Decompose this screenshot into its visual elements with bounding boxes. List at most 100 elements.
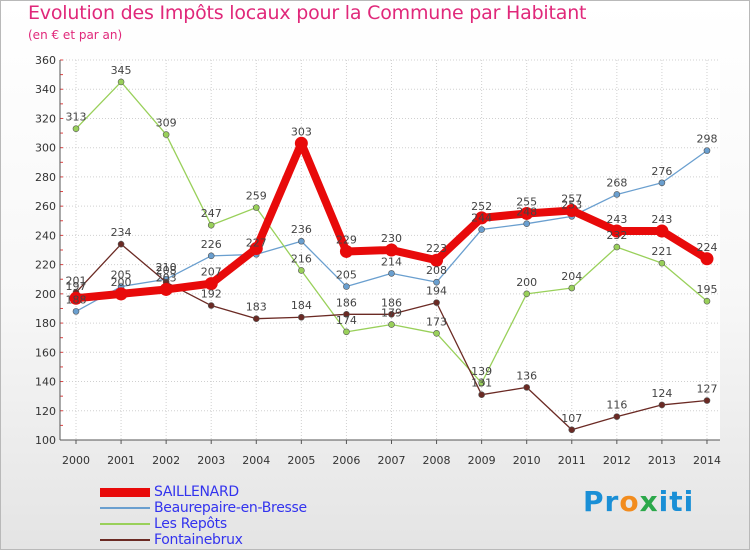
x-tick-label: 2002	[152, 454, 180, 467]
x-tick-label: 2012	[603, 454, 631, 467]
data-point	[478, 226, 485, 233]
data-label: 194	[426, 285, 447, 298]
data-label: 174	[336, 314, 357, 327]
data-label: 232	[606, 229, 627, 242]
proxiti-logo: Proxiti	[583, 485, 694, 518]
legend-label: Fontainebrux	[154, 532, 243, 548]
data-label: 139	[471, 365, 492, 378]
data-label: 223	[426, 242, 447, 255]
data-label: 116	[606, 399, 627, 412]
data-label: 192	[201, 288, 222, 301]
data-point	[658, 259, 666, 267]
data-label: 257	[561, 193, 582, 206]
data-point	[655, 224, 669, 238]
y-tick-label: 360	[35, 54, 56, 67]
data-label: 244	[471, 212, 492, 225]
data-point	[117, 240, 125, 248]
data-point	[339, 244, 353, 258]
data-label: 313	[66, 111, 87, 124]
data-point	[520, 206, 534, 220]
x-tick-label: 2001	[107, 454, 135, 467]
data-label: 210	[156, 261, 177, 274]
data-label: 124	[651, 387, 672, 400]
data-label: 216	[291, 252, 312, 265]
y-tick-label: 260	[35, 200, 56, 213]
data-label: 226	[201, 238, 222, 251]
data-label: 236	[291, 223, 312, 236]
data-label: 234	[111, 226, 132, 239]
data-point	[700, 252, 714, 266]
data-point	[568, 426, 576, 434]
data-label: 200	[516, 276, 537, 289]
y-tick-label: 300	[35, 142, 56, 155]
y-tick-label: 160	[35, 346, 56, 359]
y-tick-label: 280	[35, 171, 56, 184]
data-point	[69, 291, 83, 305]
x-tick-label: 2005	[287, 454, 315, 467]
legend-item: Beaurepaire-en-Bresse	[100, 500, 307, 516]
legend-swatch	[100, 539, 150, 541]
y-tick-label: 320	[35, 112, 56, 125]
data-label: 247	[201, 207, 222, 220]
data-point	[523, 220, 531, 227]
data-label: 259	[246, 190, 267, 203]
legend-item: SAILLENARD	[100, 484, 307, 500]
data-point	[703, 297, 711, 305]
data-point	[252, 315, 260, 322]
y-tick-label: 200	[35, 288, 56, 301]
data-label: 136	[516, 369, 537, 382]
y-tick-label: 340	[35, 83, 56, 96]
x-tick-label: 2008	[423, 454, 451, 467]
data-label: 243	[606, 213, 627, 226]
data-label: 195	[696, 283, 717, 296]
data-label: 221	[651, 245, 672, 258]
x-tick-label: 2004	[242, 454, 270, 467]
legend-label: Les Repôts	[154, 516, 227, 532]
data-label: 200	[111, 276, 132, 289]
data-point	[658, 401, 666, 409]
logo-part-1: Pr	[583, 485, 620, 518]
data-label: 205	[111, 269, 132, 282]
data-point	[613, 191, 621, 198]
x-tick-label: 2013	[648, 454, 676, 467]
x-tick-label: 2010	[513, 454, 541, 467]
data-label: 303	[291, 125, 312, 138]
data-point	[249, 242, 263, 256]
logo-part-2: o	[619, 485, 640, 518]
data-label: 204	[561, 270, 582, 283]
data-point	[658, 179, 666, 187]
data-label: 201	[66, 274, 87, 287]
data-point	[252, 204, 260, 211]
legend-item: Fontainebrux	[100, 532, 307, 548]
chart-subtitle: (en € et par an)	[28, 28, 123, 42]
data-label: 197	[66, 280, 87, 293]
data-label: 188	[66, 293, 87, 306]
data-point	[343, 311, 350, 318]
data-label: 208	[426, 264, 447, 277]
data-label: 184	[291, 299, 312, 312]
y-tick-label: 140	[35, 376, 56, 389]
y-tick-label: 120	[35, 405, 56, 418]
data-label: 255	[516, 195, 537, 208]
data-label: 345	[111, 64, 132, 77]
data-point	[433, 330, 440, 337]
data-point	[703, 397, 711, 404]
data-label: 309	[156, 117, 177, 130]
legend-label: Beaurepaire-en-Bresse	[154, 500, 307, 516]
data-point	[207, 252, 215, 260]
x-tick-label: 2009	[468, 454, 496, 467]
data-point	[298, 267, 305, 274]
data-point	[565, 204, 579, 218]
data-label: 214	[381, 255, 402, 268]
logo-part-3: x	[639, 485, 659, 518]
data-label: 127	[696, 383, 717, 396]
data-label: 131	[471, 377, 492, 390]
data-point	[433, 299, 440, 306]
data-label: 208	[156, 264, 177, 277]
legend-swatch	[100, 507, 150, 509]
data-label: 229	[336, 233, 357, 246]
data-point	[523, 290, 531, 298]
data-point	[114, 287, 128, 301]
data-label: 230	[381, 232, 402, 245]
y-tick-label: 220	[35, 259, 56, 272]
